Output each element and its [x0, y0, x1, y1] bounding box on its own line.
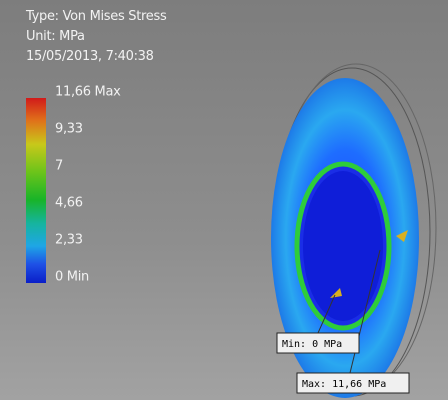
legend-label: 2,33 — [55, 233, 83, 248]
legend-label: 9,33 — [55, 122, 83, 137]
viewport: Min: 0 MPa Max: 11,66 MPa Type: Von Mise… — [0, 0, 448, 400]
max-callout: Max: 11,66 MPa — [302, 379, 386, 390]
result-timestamp: 15/05/2013, 7:40:38 — [26, 49, 154, 65]
legend-label: 11,66 Max — [55, 85, 121, 100]
legend-label: 7 — [55, 159, 63, 174]
min-callout: Min: 0 MPa — [282, 339, 342, 350]
legend-label: 0 Min — [55, 270, 89, 285]
legend-label: 4,66 — [55, 196, 83, 211]
model-core — [303, 171, 383, 321]
result-unit: Unit: MPa — [26, 29, 85, 45]
legend-color-bar — [26, 98, 46, 283]
result-type: Type: Von Mises Stress — [26, 9, 166, 25]
